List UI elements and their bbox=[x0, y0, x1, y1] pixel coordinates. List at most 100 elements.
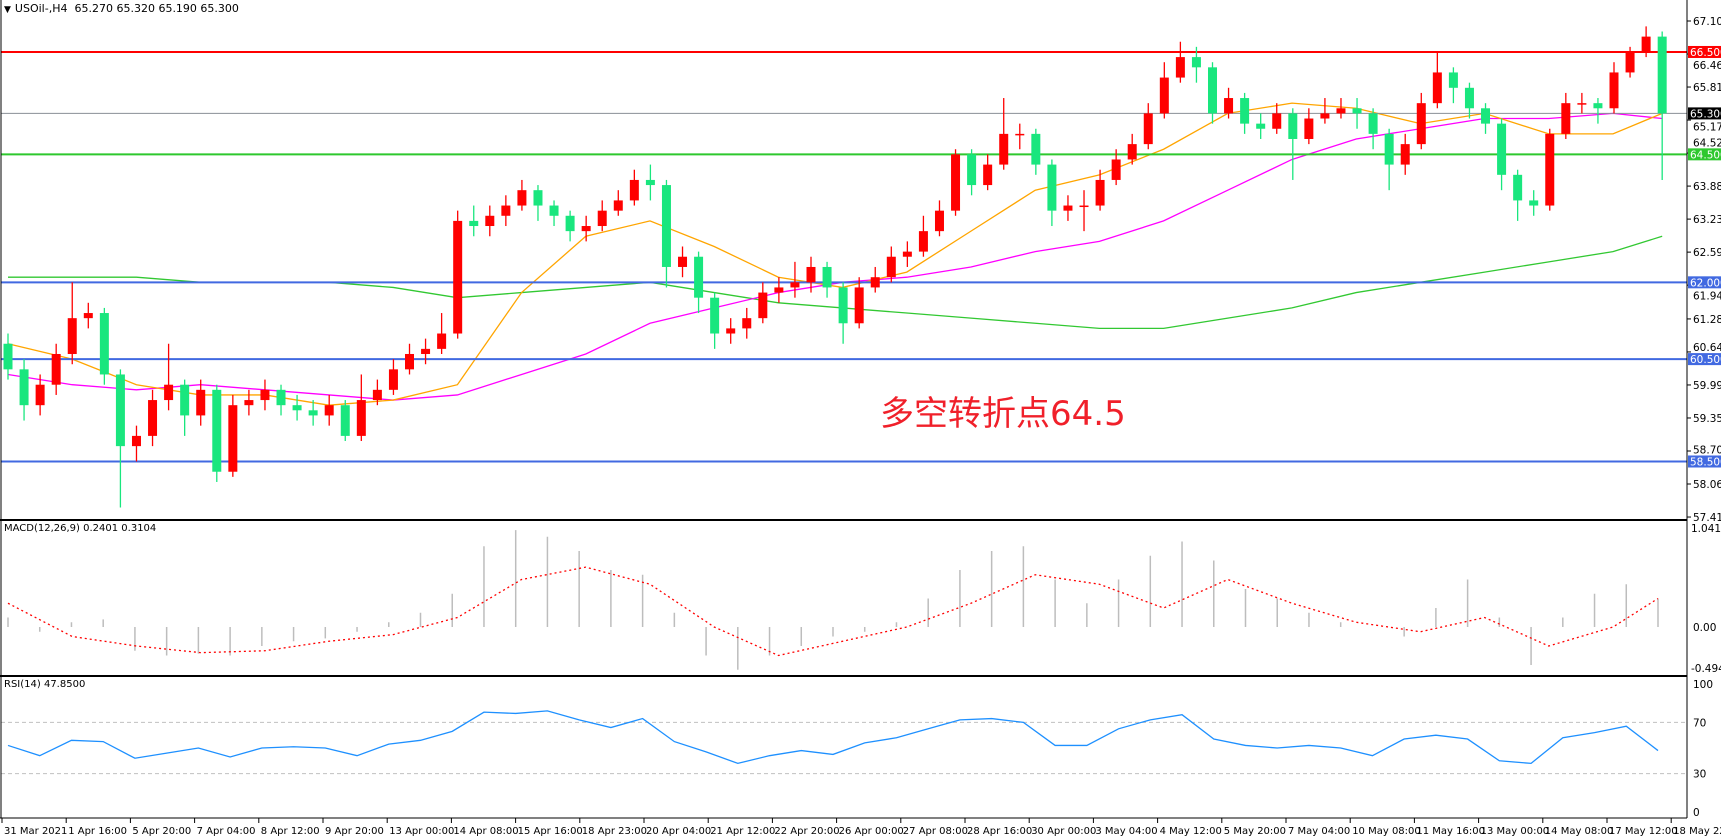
candle bbox=[164, 343, 174, 411]
candle bbox=[421, 338, 431, 365]
annotation-text[interactable]: 多空转折点64.5 bbox=[880, 394, 1126, 434]
ohlc-values: 65.270 65.320 65.190 65.300 bbox=[74, 2, 239, 15]
candle-body bbox=[517, 190, 527, 206]
level-price-tag bbox=[1688, 455, 1721, 468]
candle-body bbox=[1400, 144, 1410, 165]
candle bbox=[83, 302, 93, 329]
candle-body bbox=[35, 384, 45, 406]
candle-body bbox=[694, 256, 704, 298]
candle-body bbox=[228, 405, 238, 472]
candle bbox=[1481, 103, 1491, 134]
time-tick-label: 20 Apr 04:00 bbox=[646, 826, 711, 837]
candle-body bbox=[1240, 98, 1250, 124]
candle-body bbox=[3, 343, 13, 370]
level-price-label: 66.500 bbox=[1690, 47, 1721, 59]
candle-body bbox=[1497, 123, 1507, 175]
candle-body bbox=[1095, 179, 1105, 206]
time-tick-label: 14 Apr 08:00 bbox=[453, 826, 518, 837]
price-pane[interactable] bbox=[1, 26, 1687, 508]
candle-body bbox=[967, 154, 977, 186]
candle bbox=[356, 374, 366, 442]
macd-pane[interactable] bbox=[7, 530, 1659, 670]
candle bbox=[501, 195, 511, 227]
candle bbox=[1529, 190, 1539, 216]
candle bbox=[1175, 41, 1185, 83]
time-tick-label: 11 May 16:00 bbox=[1416, 826, 1485, 837]
candle-body bbox=[1127, 144, 1137, 160]
candle-body bbox=[1320, 113, 1330, 119]
candle-body bbox=[645, 179, 655, 186]
candle bbox=[67, 282, 77, 365]
candle-body bbox=[1159, 77, 1169, 114]
time-tick-label: 1 Apr 16:00 bbox=[68, 826, 127, 837]
candle-body bbox=[838, 287, 848, 324]
candle-body bbox=[1464, 87, 1474, 109]
candle-body bbox=[1448, 72, 1458, 88]
candle-body bbox=[308, 410, 318, 416]
macd-tick-label: 0.00 bbox=[1693, 622, 1716, 634]
candle bbox=[148, 389, 158, 447]
candle-body bbox=[437, 333, 447, 349]
candle bbox=[1464, 82, 1474, 119]
price-tick-label: 60.640 bbox=[1693, 342, 1721, 354]
candle-body bbox=[276, 389, 286, 406]
candle-body bbox=[1208, 67, 1217, 114]
price-tick-label: 61.945 bbox=[1693, 290, 1721, 302]
candle bbox=[405, 343, 414, 375]
candle bbox=[1336, 98, 1346, 119]
candle-body bbox=[115, 374, 125, 447]
candle bbox=[533, 185, 543, 221]
candle bbox=[437, 313, 447, 354]
time-tick-label: 18 May 22:00 bbox=[1673, 826, 1721, 837]
candle bbox=[19, 359, 29, 421]
candle-body bbox=[131, 435, 141, 447]
candle-body bbox=[356, 400, 366, 436]
candle bbox=[951, 149, 961, 216]
candle-body bbox=[710, 297, 720, 334]
candle-body bbox=[999, 133, 1009, 165]
candle bbox=[774, 277, 784, 303]
price-tick-label: 58.060 bbox=[1693, 479, 1721, 491]
candle bbox=[902, 241, 912, 267]
candle-body bbox=[1416, 103, 1426, 145]
time-tick-label: 21 Apr 12:00 bbox=[710, 826, 775, 837]
candle bbox=[228, 394, 238, 477]
candle-body bbox=[1545, 133, 1555, 206]
time-axis-area bbox=[0, 818, 1721, 840]
dropdown-arrow-icon[interactable]: ▼ bbox=[4, 5, 11, 15]
candle bbox=[694, 251, 704, 314]
candle bbox=[1609, 62, 1619, 114]
candle-body bbox=[1561, 103, 1571, 134]
time-tick-label: 13 May 00:00 bbox=[1481, 826, 1550, 837]
candle-body bbox=[918, 231, 928, 252]
candle bbox=[886, 246, 896, 283]
candle-body bbox=[1175, 57, 1185, 78]
candle-body bbox=[1224, 98, 1234, 114]
time-tick-label: 5 Apr 20:00 bbox=[132, 826, 191, 837]
candle-body bbox=[501, 205, 511, 216]
price-tick-label: 67.105 bbox=[1693, 16, 1721, 28]
candle bbox=[388, 359, 398, 395]
time-tick-label: 7 Apr 04:00 bbox=[197, 826, 256, 837]
candle-body bbox=[758, 292, 768, 319]
time-tick-label: 26 Apr 00:00 bbox=[839, 826, 904, 837]
candle-body bbox=[388, 369, 398, 390]
candle-body bbox=[902, 251, 912, 257]
candle-body bbox=[67, 318, 77, 354]
price-tick-label: 62.590 bbox=[1693, 247, 1721, 259]
candle-body bbox=[854, 287, 864, 324]
rsi-pane[interactable] bbox=[1, 710, 1687, 775]
candle-body bbox=[1625, 51, 1635, 73]
candle bbox=[1497, 118, 1507, 191]
candle-body bbox=[661, 185, 671, 267]
candle-body bbox=[1657, 36, 1667, 114]
candle-body bbox=[726, 328, 736, 334]
candle-body bbox=[1481, 108, 1491, 124]
candle-body bbox=[324, 405, 334, 416]
candle-body bbox=[1513, 174, 1523, 201]
price-tick-label: 64.525 bbox=[1693, 137, 1721, 149]
candle bbox=[1657, 31, 1667, 180]
candle-body bbox=[951, 154, 961, 211]
